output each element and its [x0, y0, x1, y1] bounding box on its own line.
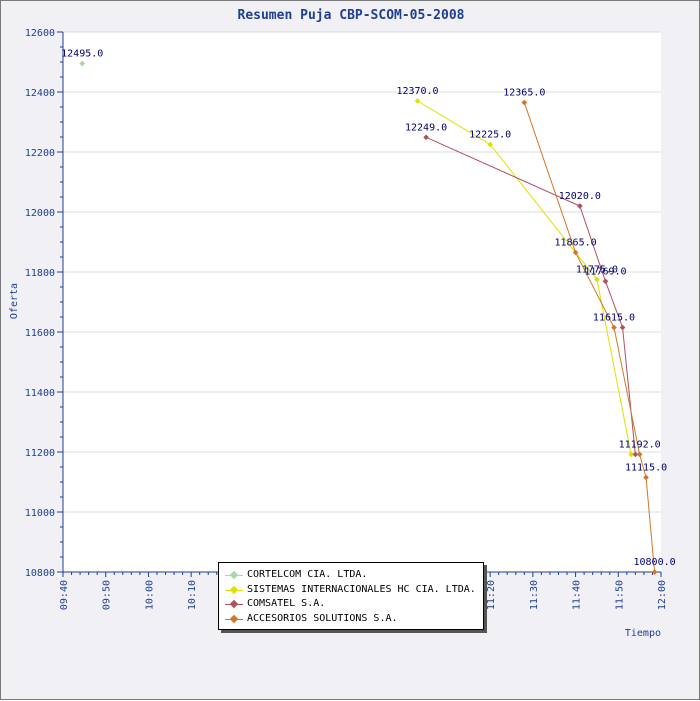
y-tick-label: 11200	[25, 448, 55, 459]
data-point	[572, 249, 579, 256]
x-tick-label: 09:50	[102, 580, 113, 610]
data-label: 12020.0	[559, 191, 601, 202]
series-layer	[79, 60, 658, 575]
data-point	[632, 451, 639, 458]
data-label: 11775.0	[576, 265, 618, 276]
data-labels: 12495.0 12370.0 12225.0 11775.0 12249.0 12020…	[61, 49, 676, 569]
series-2	[414, 98, 634, 458]
legend-label: ACCESORIOS SOLUTIONS S.A.	[247, 612, 398, 624]
data-point	[414, 98, 421, 104]
data-point	[628, 451, 634, 458]
x-tick-label: 10:10	[187, 580, 198, 610]
legend-marker-icon	[229, 599, 239, 609]
legend-label: CORTELCOM CIA. LTDA.	[247, 569, 368, 580]
data-label: 11115.0	[625, 463, 667, 474]
data-point	[594, 276, 600, 283]
legend: CORTELCOM CIA. LTDA. SISTEMAS INTERNACION…	[218, 562, 484, 630]
legend-entry: COMSATEL S.A.	[225, 597, 479, 613]
legend-entry: ACCESORIOS SOLUTIONS S.A.	[225, 612, 479, 628]
y-tick-label: 12600	[25, 28, 55, 39]
plot-area	[63, 32, 661, 572]
data-point	[521, 99, 528, 106]
data-point	[619, 324, 626, 331]
chart-title: Resumen Puja CBP-SCOM-05-2008	[238, 8, 465, 23]
data-point	[487, 141, 493, 148]
data-label: 12495.0	[61, 49, 103, 60]
series-4	[521, 99, 658, 575]
x-tick-label: 11:40	[572, 580, 583, 610]
y-tick-label: 12400	[25, 88, 55, 99]
x-tick-label: 12:00	[657, 580, 668, 610]
y-tick-label: 11400	[25, 388, 55, 399]
legend-marker-icon	[229, 614, 239, 623]
y-tick-label: 12000	[25, 208, 55, 219]
legend-marker-icon	[229, 570, 239, 580]
data-point	[643, 474, 649, 481]
data-point	[423, 134, 429, 141]
y-tick-label: 11600	[25, 328, 55, 339]
data-point	[577, 203, 583, 209]
y-tick-label: 11000	[25, 508, 55, 519]
y-tick-label: 11800	[25, 268, 55, 279]
legend-marker-icon	[229, 585, 239, 594]
y-tick-label: 12200	[25, 148, 55, 159]
data-point	[611, 324, 617, 331]
series-line	[523, 102, 656, 573]
x-axis-title: Tiempo	[625, 628, 661, 639]
data-label: 11865.0	[554, 238, 596, 249]
data-label: 12225.0	[469, 130, 511, 141]
data-label: 12249.0	[405, 122, 447, 133]
series-line	[417, 100, 632, 455]
data-point	[602, 278, 609, 285]
x-tick-label: 10:00	[144, 580, 155, 610]
y-axis-title: Oferta	[9, 283, 20, 319]
x-tick-label: 11:50	[614, 580, 625, 610]
legend-label: SISTEMAS INTERNACIONALES HC CIA. LTDA.	[247, 583, 476, 595]
data-label: 11615.0	[593, 313, 635, 324]
series-3	[423, 134, 639, 458]
x-tick-label: 09:40	[59, 580, 70, 610]
x-tick-label: 11:20	[486, 580, 497, 610]
y-tick-label: 10800	[25, 568, 55, 579]
legend-entry: SISTEMAS INTERNACIONALES HC CIA. LTDA.	[225, 583, 479, 599]
x-tick-label: 11:30	[529, 580, 540, 610]
data-point	[651, 569, 658, 575]
legend-entry: CORTELCOM CIA. LTDA.	[225, 568, 479, 584]
data-label: 11192.0	[619, 439, 661, 450]
data-label: 10800.0	[634, 557, 676, 568]
data-point	[636, 451, 643, 458]
data-label: 12370.0	[396, 86, 438, 97]
legend-label: COMSATEL S.A.	[247, 598, 326, 609]
data-label: 11769.0	[584, 266, 626, 277]
data-label: 12365.0	[503, 88, 545, 99]
